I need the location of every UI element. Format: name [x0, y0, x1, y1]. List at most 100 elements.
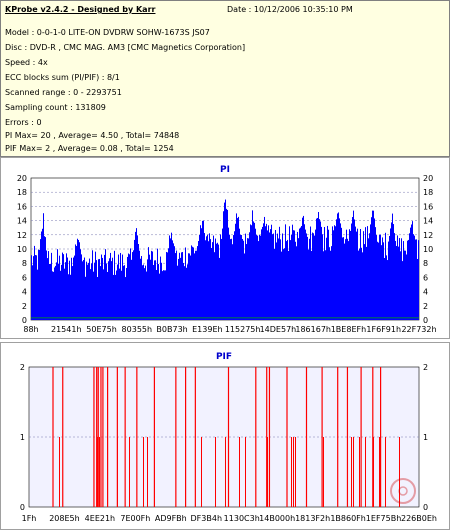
pi-bar: [262, 226, 263, 320]
pif-bar-max: [286, 367, 288, 507]
pi-bar: [245, 233, 246, 320]
pi-bar: [56, 262, 57, 320]
pi-bar: [395, 240, 396, 320]
pi-bar: [150, 259, 151, 320]
pi-bar: [231, 238, 232, 320]
pi-bar: [217, 242, 218, 320]
pi-bar: [70, 274, 71, 320]
pi-bar: [177, 265, 178, 320]
info-panel: KProbe v2.4.2 - Designed by Karr Date : …: [0, 0, 450, 157]
pi-bar: [304, 224, 305, 320]
pi-bar: [337, 213, 338, 320]
pi-bar: [307, 236, 308, 320]
pi-bar: [360, 228, 361, 320]
pi-bar: [180, 257, 181, 320]
info-sampling-count: Sampling count : 131809: [5, 103, 106, 112]
pi-bar: [323, 251, 324, 320]
pi-bar: [411, 224, 412, 320]
pi-bar: [374, 218, 375, 320]
pi-bar: [117, 264, 118, 320]
pi-bar: [222, 228, 223, 320]
pi-bar: [263, 223, 264, 320]
pi-bar: [128, 253, 129, 320]
pi-bar: [116, 270, 117, 320]
pif-bar-max: [360, 367, 362, 507]
pi-bar: [193, 247, 194, 320]
pi-bar: [49, 264, 50, 320]
pi-bar: [417, 258, 418, 320]
pi-bar: [270, 229, 271, 320]
pi-bar: [277, 233, 278, 320]
pi-bar: [373, 210, 374, 320]
pi-bar: [338, 212, 339, 320]
pi-bar: [173, 243, 174, 320]
pi-bar: [97, 276, 98, 320]
pif-bar: [323, 437, 324, 507]
pi-bar: [68, 274, 69, 320]
pi-bar: [343, 237, 344, 320]
pi-bar: [53, 271, 54, 320]
pi-bar: [332, 226, 333, 320]
pi-bar: [363, 231, 364, 320]
pi-bar: [251, 225, 252, 320]
pi-bar: [359, 248, 360, 320]
pif-chart-panel: PIF 0 0 1 1 2 2 1Fh 208E5h 4EE21h 7E00Fh AD9FBh DF3B…: [0, 342, 450, 530]
pi-bar: [352, 217, 353, 320]
pi-bar: [412, 221, 413, 320]
pi-bar: [74, 255, 75, 320]
pi-bar: [372, 210, 373, 320]
pi-bar: [142, 265, 143, 320]
pi-bar: [161, 262, 162, 320]
pi-bar: [67, 257, 68, 320]
pif-bar: [365, 437, 366, 507]
pif-chart-title: PIF: [216, 352, 232, 362]
pif-bar-max: [62, 367, 64, 507]
pi-bar: [301, 226, 302, 320]
pi-bar: [393, 224, 394, 320]
pi-bar: [108, 261, 109, 320]
pi-bar: [346, 229, 347, 320]
pi-bar: [331, 246, 332, 320]
pi-bar: [164, 270, 165, 320]
pif-bar-max: [97, 367, 99, 507]
pi-bar: [308, 249, 309, 320]
pi-bar: [380, 234, 381, 320]
pi-bar: [158, 264, 159, 320]
pi-bar: [358, 250, 359, 320]
pi-bar: [291, 234, 292, 320]
pi-bar: [236, 213, 237, 320]
pi-bar: [357, 228, 358, 320]
pi-bar: [234, 231, 235, 320]
pi-bar: [104, 254, 105, 320]
pif-bar-max: [227, 367, 230, 507]
pi-bar: [50, 263, 51, 320]
pi-bar: [327, 225, 328, 320]
pi-bar: [253, 221, 254, 320]
pi-bar: [223, 211, 224, 320]
pi-bar: [389, 235, 390, 320]
pi-bar: [340, 223, 341, 320]
pif-x-tick: 1EF75Bh: [366, 514, 401, 523]
pi-bar: [314, 235, 315, 320]
pi-bar: [205, 240, 206, 320]
pi-bar: [264, 216, 265, 320]
info-disc: Disc : DVD-R , CMC MAG. AM3 [CMC Magneti…: [5, 43, 246, 52]
pif-bar-max: [93, 367, 95, 507]
pi-bar: [354, 219, 355, 320]
pi-y-tick-left: 20: [17, 174, 27, 183]
pi-bar: [294, 230, 295, 320]
pi-bar: [83, 259, 84, 320]
pi-bar: [259, 234, 260, 320]
pi-bar: [299, 228, 300, 320]
pi-bar: [396, 245, 397, 320]
pi-bar: [92, 250, 93, 320]
pi-bar: [248, 238, 249, 320]
pi-bar: [44, 236, 45, 320]
pi-bar: [84, 257, 85, 320]
pi-chart-title: PI: [220, 165, 230, 175]
pi-bar: [333, 230, 334, 320]
pi-bar: [119, 268, 120, 320]
pi-bar: [144, 268, 145, 320]
pi-bar: [32, 265, 33, 320]
pi-bar: [416, 239, 417, 320]
